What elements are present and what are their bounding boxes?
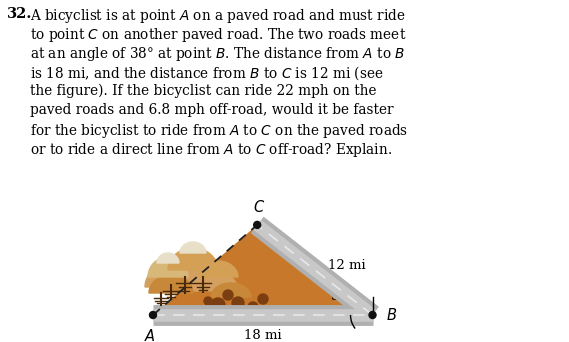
Polygon shape bbox=[211, 283, 251, 297]
Circle shape bbox=[204, 297, 212, 305]
Text: to point $C$ on another paved road. The two roads meet: to point $C$ on another paved road. The … bbox=[30, 26, 406, 44]
Circle shape bbox=[248, 302, 258, 312]
Polygon shape bbox=[153, 225, 373, 315]
Text: the figure). If the bicyclist can ride 22 mph on the: the figure). If the bicyclist can ride 2… bbox=[30, 84, 377, 98]
Text: 18 mi: 18 mi bbox=[244, 329, 282, 342]
Polygon shape bbox=[178, 269, 238, 291]
Polygon shape bbox=[168, 248, 218, 270]
Polygon shape bbox=[148, 257, 188, 277]
Text: paved roads and 6.8 mph off-road, would it be faster: paved roads and 6.8 mph off-road, would … bbox=[30, 103, 394, 117]
Text: A bicyclist is at point $A$ on a paved road and must ride: A bicyclist is at point $A$ on a paved r… bbox=[30, 7, 406, 25]
Polygon shape bbox=[145, 259, 221, 287]
Circle shape bbox=[232, 297, 244, 309]
Circle shape bbox=[258, 294, 268, 304]
Text: 32.: 32. bbox=[7, 7, 32, 21]
Polygon shape bbox=[198, 261, 238, 277]
Polygon shape bbox=[149, 275, 193, 293]
Text: 12 mi: 12 mi bbox=[328, 260, 365, 273]
Text: $B$: $B$ bbox=[386, 307, 397, 323]
Text: for the bicyclist to ride from $A$ to $C$ on the paved roads: for the bicyclist to ride from $A$ to $C… bbox=[30, 122, 408, 140]
Circle shape bbox=[254, 221, 261, 228]
Polygon shape bbox=[157, 253, 179, 263]
Text: or to ride a direct line from $A$ to $C$ off-road? Explain.: or to ride a direct line from $A$ to $C$… bbox=[30, 141, 392, 159]
Circle shape bbox=[211, 298, 225, 312]
Circle shape bbox=[369, 312, 376, 318]
Text: is 18 mi, and the distance from $B$ to $C$ is 12 mi (see: is 18 mi, and the distance from $B$ to $… bbox=[30, 65, 384, 82]
Text: $A$: $A$ bbox=[144, 328, 156, 342]
Polygon shape bbox=[180, 242, 206, 253]
Text: at an angle of 38° at point $B$. The distance from $A$ to $B$: at an angle of 38° at point $B$. The dis… bbox=[30, 45, 405, 63]
Text: $C$: $C$ bbox=[253, 199, 265, 215]
Text: 38°: 38° bbox=[331, 290, 354, 303]
Circle shape bbox=[223, 290, 233, 300]
Circle shape bbox=[150, 312, 156, 318]
